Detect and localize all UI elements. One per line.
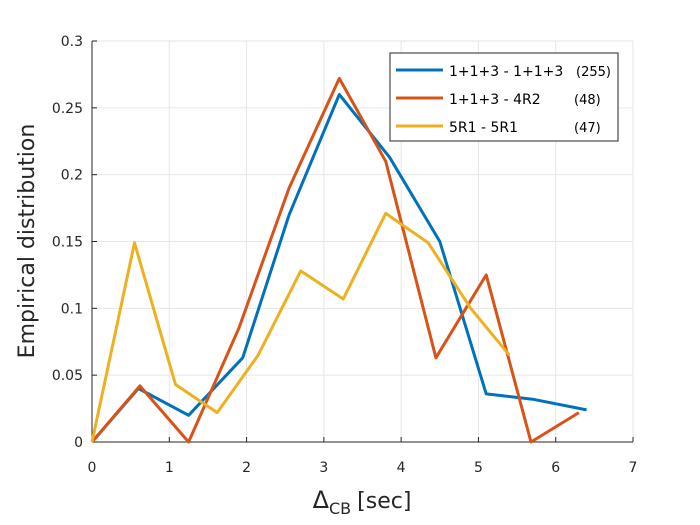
legend-label-3: 5R1 - 5R1 <box>449 120 518 136</box>
x-tick-label-1: 1 <box>165 460 174 476</box>
y-axis-ticks: 0 0.05 0.1 0.15 0.2 0.25 0.3 <box>52 34 97 451</box>
x-axis-label-symbol: Δ <box>313 486 330 514</box>
x-axis-label-subscript: CB <box>329 499 351 518</box>
x-tick-label-0: 0 <box>88 460 97 476</box>
y-tick-label-5: 0.25 <box>52 101 83 117</box>
series-line-2 <box>90 76 580 444</box>
y-tick-label-6: 0.3 <box>61 34 83 50</box>
legend: 1+1+3 - 1+1+3 (255) 1+1+3 - 4R2 (48) 5R1 - 5… <box>389 52 619 142</box>
y-tick-label-4: 0.2 <box>61 168 83 184</box>
y-tick-label-0: 0 <box>74 435 83 451</box>
x-tick-label-6: 6 <box>551 460 560 476</box>
legend-label-2: 1+1+3 - 4R2 <box>449 92 541 108</box>
x-tick-label-5: 5 <box>474 460 483 476</box>
x-axis-label-unit: [sec] <box>357 489 411 514</box>
legend-count-1: (255) <box>576 65 611 80</box>
y-tick-label-3: 0.15 <box>52 235 83 251</box>
y-tick-label-2: 0.1 <box>61 301 83 317</box>
x-tick-label-4: 4 <box>397 460 406 476</box>
y-tick-label-1: 0.05 <box>52 368 83 384</box>
series-line-1 <box>90 93 587 443</box>
x-tick-label-2: 2 <box>242 460 251 476</box>
legend-count-2: (48) <box>574 93 601 108</box>
legend-label-1: 1+1+3 - 1+1+3 <box>449 64 563 80</box>
x-axis-label: ΔCB [sec] <box>313 486 412 518</box>
series-line-3 <box>90 211 511 443</box>
series-lines <box>90 76 587 444</box>
y-axis-label: Empirical distribution <box>15 124 40 359</box>
x-tick-label-3: 3 <box>319 460 328 476</box>
legend-count-3: (47) <box>574 121 601 136</box>
x-tick-label-7: 7 <box>629 460 638 476</box>
x-axis-ticks: 0 1 2 3 4 5 6 7 <box>88 437 638 476</box>
